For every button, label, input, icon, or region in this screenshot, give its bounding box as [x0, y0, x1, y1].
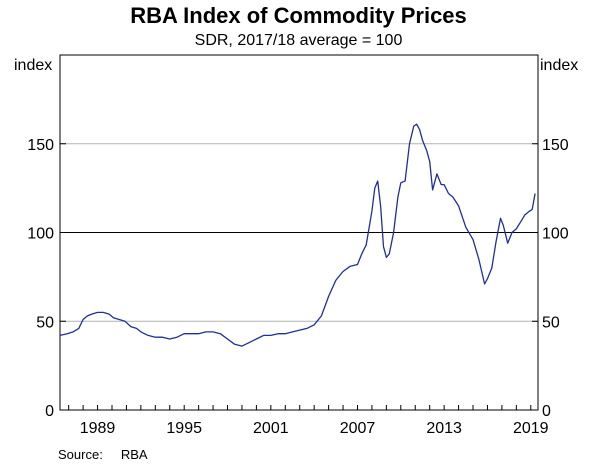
x-tick-label-1995: 1995 — [166, 420, 202, 437]
source-label: Source: — [58, 447, 103, 462]
y-tick-label-right-150: 150 — [542, 137, 569, 154]
y-tick-label-left-150: 150 — [27, 137, 54, 154]
x-tick-label-1989: 1989 — [80, 420, 116, 437]
x-tick-label-2019: 2019 — [513, 420, 549, 437]
y-tick-label-right-50: 50 — [542, 314, 560, 331]
y-axis-unit-left: index — [14, 57, 53, 74]
x-tick-label-2007: 2007 — [340, 420, 376, 437]
source-note: Source: RBA — [58, 447, 148, 462]
y-tick-label-right-100: 100 — [542, 226, 569, 243]
y-tick-label-left-0: 0 — [45, 403, 54, 420]
chart-subtitle: SDR, 2017/18 average = 100 — [194, 32, 403, 49]
x-tick-label-2013: 2013 — [426, 420, 462, 437]
y-tick-label-left-100: 100 — [27, 226, 54, 243]
y-tick-label-left-50: 50 — [36, 314, 54, 331]
y-tick-label-right-0: 0 — [542, 403, 551, 420]
source-value: RBA — [120, 447, 148, 462]
chart-title: RBA Index of Commodity Prices — [130, 3, 467, 28]
y-axis-unit-right: index — [540, 57, 579, 74]
series-line-0 — [59, 123, 536, 347]
x-tick-label-2001: 2001 — [253, 420, 289, 437]
